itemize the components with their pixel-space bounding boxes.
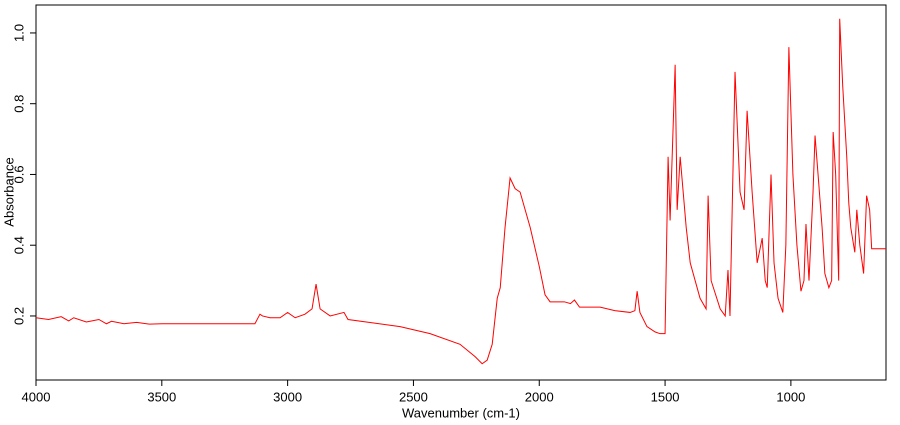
y-tick-label: 0.6 <box>11 165 26 183</box>
spectrum-line <box>35 18 886 365</box>
plot-frame <box>35 4 887 381</box>
y-tick-label: 0.8 <box>11 95 26 113</box>
x-axis-label: Wavenumber (cm-1) <box>402 405 520 420</box>
x-tick-label: 4000 <box>22 389 51 404</box>
y-tick-label: 0.2 <box>11 307 26 325</box>
y-tick-label: 1.0 <box>11 24 26 42</box>
x-tick-label: 1000 <box>776 389 805 404</box>
x-tick-label: 3000 <box>273 389 302 404</box>
x-tick-label: 2000 <box>525 389 554 404</box>
y-tick-label: 0.4 <box>11 236 26 254</box>
x-tick-label: 2500 <box>399 389 428 404</box>
y-axis-label: Absorbance <box>1 157 16 226</box>
x-tick-label: 3500 <box>147 389 176 404</box>
x-tick-label: 1500 <box>651 389 680 404</box>
